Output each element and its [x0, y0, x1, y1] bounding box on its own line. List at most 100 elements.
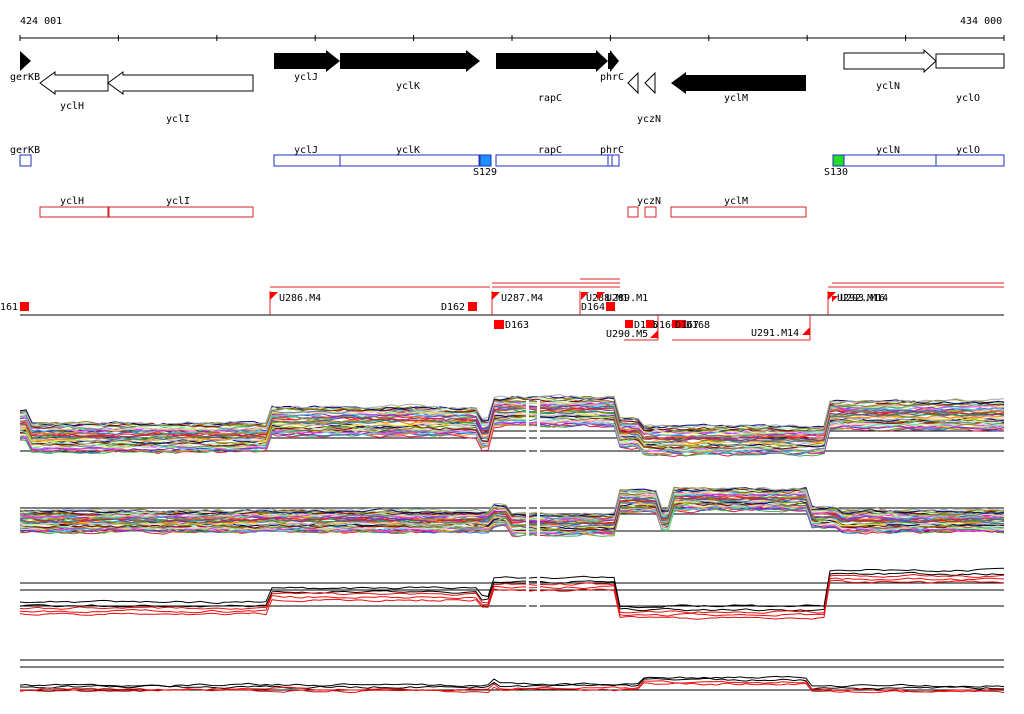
sigma-label-S129: S129 [473, 167, 497, 178]
expression-trace [19, 416, 1004, 452]
transcript-box-yclI[interactable] [108, 206, 254, 218]
transcript-label-yclM: yclM [724, 196, 748, 207]
segment-label-D161: D161 [0, 302, 18, 313]
segment-label-D167: D167 [675, 320, 699, 331]
segment-block-D161[interactable] [20, 302, 29, 311]
operon-box-yclJ-yclK[interactable] [273, 154, 480, 167]
segment-flag-U290[interactable] [650, 330, 658, 338]
segment-label-U290: U290.M5 [606, 329, 648, 340]
expression-trace [19, 413, 1005, 448]
transcript-box-yczN-b[interactable] [644, 206, 657, 218]
expression-trace [19, 486, 1005, 517]
gap-marker [526, 400, 529, 465]
segment-track: D161 U286.M4 D162 U287.M4 D163 D164 U288… [0, 278, 1004, 341]
transcript-box-yczN-a[interactable] [627, 206, 639, 218]
gene-arrow-yclK[interactable] [340, 50, 480, 72]
segment-label-D168: D168 [686, 320, 710, 331]
gene-label-yclJ: yclJ [294, 72, 318, 83]
gene-label-gerKB: gerKB [10, 72, 40, 83]
gene-box-yclO[interactable] [935, 53, 1005, 69]
expression-trace [19, 567, 1005, 609]
segment-block-D164[interactable] [606, 302, 615, 311]
segment-block-D166[interactable] [646, 320, 654, 328]
operon-label-gerKB: gerKB [10, 145, 40, 156]
segment-flag-U293[interactable] [832, 296, 838, 302]
operon-box-rapC[interactable] [495, 154, 609, 167]
sigma-site-S129[interactable] [479, 154, 492, 167]
operon-label-yclN: yclN [876, 145, 900, 156]
gene-label-yclO: yclO [956, 93, 980, 104]
operon-box-yclN-yclO[interactable] [843, 154, 1005, 167]
coordinate-ruler: 424 001 434 000 [19, 16, 1005, 41]
expression-trace [19, 682, 1005, 694]
operon-label-yclJ: yclJ [294, 145, 318, 156]
gene-label-yclI: yclI [166, 114, 190, 125]
expression-trace [19, 677, 1005, 690]
segment-flag-U286[interactable] [270, 292, 278, 300]
transcript-label-yclH: yclH [60, 196, 84, 207]
segment-block-D165[interactable] [625, 320, 633, 328]
segment-label-U292: U292.M16 [837, 293, 885, 304]
transcript-label-yczN: yczN [637, 196, 661, 207]
expression-trace [19, 411, 1005, 445]
gene-label-yclM: yclM [724, 93, 748, 104]
gene-arrow-phrC[interactable] [608, 50, 619, 72]
gene-label-yclH: yclH [60, 101, 84, 112]
gene-arrow-gerKB[interactable] [20, 51, 31, 71]
segment-flag-U288[interactable] [581, 292, 589, 300]
gene-arrow-yclN[interactable] [843, 48, 937, 74]
gene-label-phrC: phrC [600, 72, 624, 83]
transcript-label-yclI: yclI [166, 196, 190, 207]
gap-marker [537, 555, 540, 615]
expression-trace [19, 577, 1005, 617]
gene-arrow-yczN-b[interactable] [644, 71, 656, 95]
segment-label-D162: D162 [441, 302, 465, 313]
expression-trace [19, 680, 1005, 693]
gene-arrow-yclJ[interactable] [274, 50, 340, 72]
segment-block-D167[interactable] [672, 320, 686, 328]
expression-trace [19, 675, 1005, 688]
expression-trace [19, 412, 1005, 447]
operon-label-phrC: phrC [600, 145, 624, 156]
transcript-box-yclH[interactable] [39, 206, 109, 218]
expression-trace [19, 500, 1005, 531]
segment-label-U293: U293.M14 [840, 293, 888, 304]
segment-label-U287: U287.M4 [501, 293, 543, 304]
operon-box-gerKB[interactable] [19, 154, 32, 167]
transcript-box-yclM[interactable] [670, 206, 807, 218]
expression-trace [19, 571, 1004, 612]
gene-arrow-yclH[interactable] [39, 71, 109, 95]
gene-arrow-yczN-a[interactable] [627, 71, 639, 95]
expression-trace [19, 403, 1004, 438]
segment-label-U286: U286.M4 [279, 293, 321, 304]
segment-label-U291: U291.M14 [751, 328, 799, 339]
operon-label-yclK: yclK [396, 145, 420, 156]
gap-marker [537, 400, 540, 465]
gene-arrow-rapC[interactable] [496, 50, 608, 72]
gap-marker [537, 478, 540, 548]
operon-label-yclO: yclO [956, 145, 980, 156]
expression-trace [19, 421, 1005, 455]
expression-trace [19, 407, 1005, 442]
segment-flag-U287[interactable] [492, 292, 500, 300]
operon-track: gerKB yclJ yclK S129 rapC phrC S130 yclN… [10, 145, 1005, 178]
gene-label-yclN: yclN [876, 81, 900, 92]
gene-track: gerKB yclJ yclK rapC phrC yclN yclO yclH… [10, 48, 1005, 125]
operon-label-rapC: rapC [538, 145, 562, 156]
gene-label-yczN: yczN [637, 114, 661, 125]
operon-box-phrC[interactable] [607, 154, 620, 167]
gap-marker [526, 555, 529, 615]
segment-flag-U291[interactable] [802, 327, 810, 335]
expression-trace [19, 394, 1005, 429]
segment-flag-U289[interactable] [597, 292, 605, 300]
expression-trace [19, 395, 1005, 429]
segment-block-D162[interactable] [468, 302, 477, 311]
expression-trace [19, 486, 1005, 517]
gene-arrow-yclM[interactable] [671, 72, 806, 94]
sigma-site-S130[interactable] [832, 154, 845, 167]
gene-label-rapC: rapC [538, 93, 562, 104]
gene-arrow-yclI[interactable] [107, 71, 254, 95]
segment-block-D163[interactable] [494, 320, 504, 329]
ruler-start-label: 424 001 [20, 16, 62, 27]
